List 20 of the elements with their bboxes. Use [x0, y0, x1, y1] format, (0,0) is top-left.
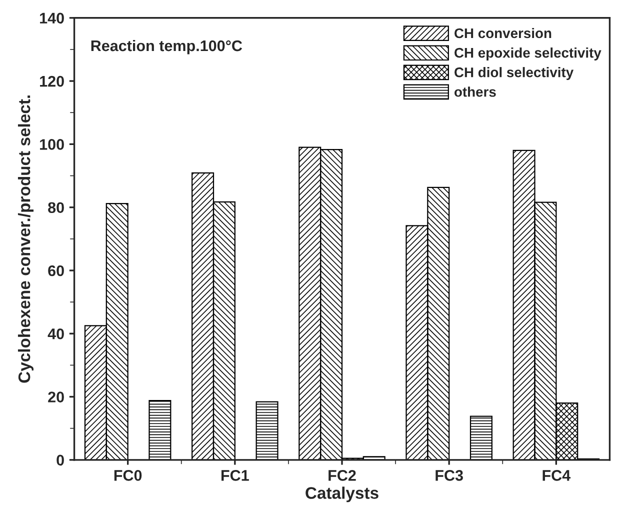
x-tick-label: FC1: [222, 470, 249, 481]
legend-label: others: [454, 86, 496, 97]
x-tick-label: FC0: [114, 470, 142, 481]
y-tick-label: 60: [48, 265, 64, 276]
legend-label: CH conversion: [454, 28, 552, 38]
y-tick-label: 80: [48, 202, 64, 214]
legend-label: CH epoxide selectivity: [454, 48, 602, 60]
x-axis-title: Catalysts: [306, 486, 378, 502]
x-tick-label: FC2: [328, 470, 356, 481]
y-tick-label: 100: [40, 139, 64, 150]
y-tick-label: 20: [48, 392, 64, 402]
y-tick-label: 120: [40, 76, 64, 87]
y-axis-title: Cyclohexene conver./product select.: [18, 96, 34, 383]
legend-label: CH diol selectivity: [454, 67, 574, 80]
y-tick-label: 0: [56, 454, 64, 466]
annotation: Reaction temp.100°C: [91, 40, 242, 54]
y-tick-label: 140: [40, 12, 64, 24]
x-tick-label: FC4: [542, 470, 571, 481]
y-tick-label: 40: [48, 328, 64, 340]
x-tick-label: FC3: [436, 470, 463, 481]
